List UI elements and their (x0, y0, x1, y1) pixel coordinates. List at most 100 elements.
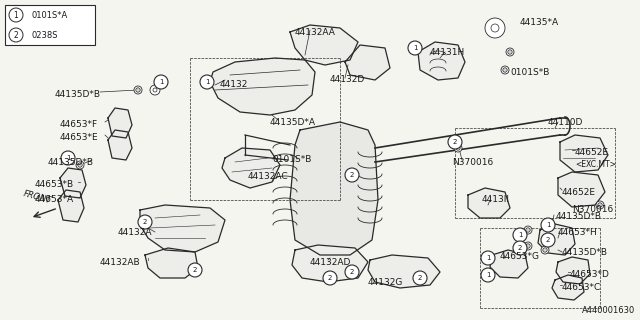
Text: 44653*E: 44653*E (60, 133, 99, 142)
Polygon shape (60, 168, 86, 198)
Text: 0101S*B: 0101S*B (510, 68, 549, 77)
Text: 1: 1 (413, 45, 417, 51)
Circle shape (413, 271, 427, 285)
Text: 44132D: 44132D (330, 75, 365, 84)
Polygon shape (140, 205, 225, 252)
Text: 2: 2 (546, 237, 550, 243)
Text: 1: 1 (159, 79, 163, 85)
Circle shape (134, 86, 142, 94)
Circle shape (506, 48, 514, 56)
Circle shape (541, 218, 555, 232)
Circle shape (200, 75, 214, 89)
Text: N370016: N370016 (452, 158, 493, 167)
Text: 1: 1 (546, 222, 550, 228)
Text: 44132AA: 44132AA (295, 28, 336, 37)
Polygon shape (368, 255, 440, 288)
Polygon shape (468, 188, 510, 218)
Polygon shape (108, 130, 132, 160)
Text: 1: 1 (13, 11, 19, 20)
Text: 44132AD: 44132AD (310, 258, 351, 267)
Text: 44653*H: 44653*H (558, 228, 598, 237)
Text: 2: 2 (350, 269, 354, 275)
Text: 44652E: 44652E (562, 188, 596, 197)
Circle shape (541, 233, 555, 247)
Circle shape (78, 163, 82, 167)
Circle shape (154, 75, 168, 89)
Text: 44132AC: 44132AC (248, 172, 289, 181)
Text: 2: 2 (453, 139, 457, 145)
Polygon shape (552, 275, 584, 300)
Text: 2: 2 (518, 245, 522, 251)
Text: 2: 2 (13, 30, 19, 39)
Text: 0238S: 0238S (31, 30, 58, 39)
Text: 44135D*B: 44135D*B (48, 158, 94, 167)
Text: 1: 1 (205, 79, 209, 85)
Circle shape (543, 248, 547, 252)
Text: A440001630: A440001630 (582, 306, 635, 315)
Text: 44653*A: 44653*A (35, 195, 74, 204)
Circle shape (524, 226, 532, 234)
Text: 44132G: 44132G (368, 278, 403, 287)
Text: 44132AB: 44132AB (100, 258, 141, 267)
Text: 44135D*B: 44135D*B (562, 248, 608, 257)
Text: 44135D*B: 44135D*B (556, 212, 602, 221)
Circle shape (136, 88, 140, 92)
Text: 2: 2 (350, 172, 354, 178)
Polygon shape (418, 42, 465, 80)
Text: 1: 1 (518, 232, 522, 238)
Circle shape (61, 151, 75, 165)
Circle shape (526, 228, 530, 232)
Circle shape (541, 246, 549, 254)
Circle shape (9, 28, 23, 42)
Text: 44110D: 44110D (548, 118, 584, 127)
Text: 44132A: 44132A (118, 228, 152, 237)
Circle shape (454, 144, 462, 152)
Polygon shape (558, 172, 605, 207)
Bar (5, 5, 95, 45)
Circle shape (9, 8, 23, 22)
Circle shape (153, 88, 157, 92)
Text: 44132: 44132 (220, 80, 248, 89)
Circle shape (456, 146, 460, 150)
Text: 44652E: 44652E (575, 148, 609, 157)
Polygon shape (538, 224, 575, 255)
Circle shape (150, 85, 160, 95)
Polygon shape (145, 248, 198, 278)
Circle shape (323, 271, 337, 285)
Text: 44653*B: 44653*B (35, 180, 74, 189)
Text: 44653*C: 44653*C (562, 283, 601, 292)
Circle shape (448, 135, 462, 149)
Polygon shape (108, 108, 132, 138)
Circle shape (524, 242, 532, 250)
Text: 2: 2 (418, 275, 422, 281)
Circle shape (188, 263, 202, 277)
Circle shape (596, 201, 604, 209)
Circle shape (76, 161, 84, 169)
Polygon shape (556, 257, 590, 284)
Text: 0101S*A: 0101S*A (31, 11, 67, 20)
Polygon shape (58, 190, 84, 222)
Text: 44135D*B: 44135D*B (55, 90, 101, 99)
Circle shape (513, 241, 527, 255)
Text: 2: 2 (143, 219, 147, 225)
Polygon shape (560, 135, 608, 172)
Circle shape (491, 24, 499, 32)
Polygon shape (292, 245, 368, 282)
Text: 1: 1 (486, 272, 490, 278)
Circle shape (503, 68, 507, 72)
Circle shape (408, 41, 422, 55)
Text: 44653*D: 44653*D (570, 270, 610, 279)
Circle shape (345, 168, 359, 182)
Text: 4413II: 4413II (482, 195, 510, 204)
Text: 2: 2 (193, 267, 197, 273)
Circle shape (485, 18, 505, 38)
Text: FRONT: FRONT (22, 189, 52, 205)
Circle shape (501, 66, 509, 74)
Text: 1: 1 (66, 155, 70, 161)
Text: 2: 2 (328, 275, 332, 281)
Circle shape (598, 203, 602, 207)
Polygon shape (345, 45, 390, 80)
Text: 44131H: 44131H (430, 48, 465, 57)
Circle shape (526, 244, 530, 248)
Polygon shape (290, 25, 358, 65)
